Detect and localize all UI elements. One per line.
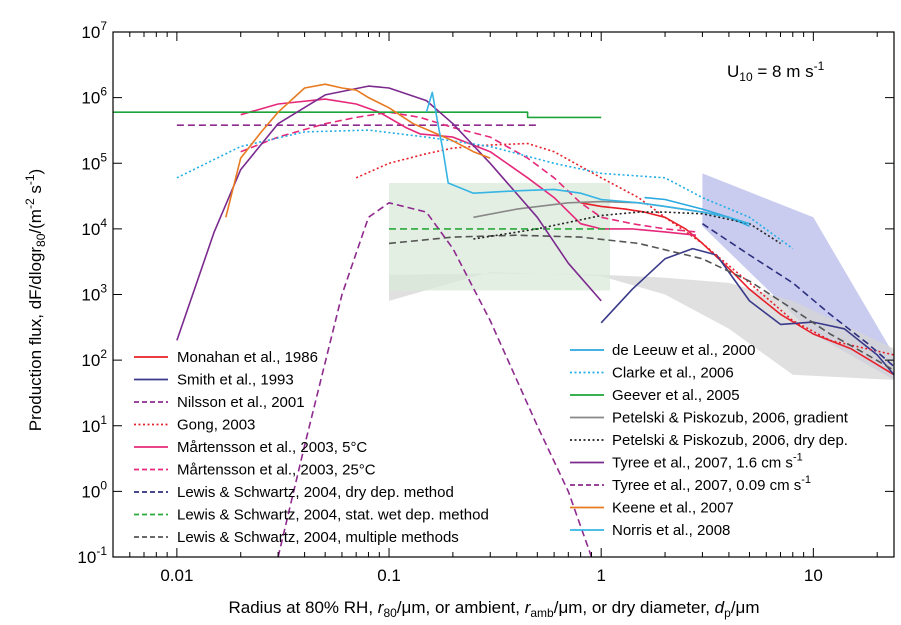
legend-label: Lewis & Schwartz, 2004, dry dep. method: [177, 484, 454, 501]
tick-labels: 0.01 0.1 1 10 10-1 100 101 102 103 104 105 106 107: [77, 19, 822, 585]
legend-item-11: Geever et al., 2005: [570, 387, 740, 404]
legend-item-9: de Leeuw et al., 2000: [570, 342, 755, 359]
legend-label: Mårtensson et al., 2003, 25°C: [177, 462, 376, 479]
legend-label: de Leeuw et al., 2000: [612, 342, 755, 359]
x-tick-label: 0.1: [377, 566, 401, 585]
legend-item-12: Petelski & Piskozub, 2006, gradient: [570, 410, 849, 427]
y-tick-label: 100: [81, 478, 107, 501]
y-tick-label: 101: [81, 413, 107, 436]
legend-label: Smith et al., 1993: [177, 372, 294, 389]
legend-item-15: Tyree et al., 2007, 0.09 cm s-1: [570, 474, 811, 494]
series-line-6: [701, 223, 894, 368]
legend-label: Nilsson et al., 2001: [177, 394, 305, 411]
legend-label: Keene et al., 2007: [612, 500, 734, 517]
axes: [112, 31, 895, 558]
legend-item-17: Norris et al., 2008: [570, 522, 730, 539]
series-line-3: [355, 142, 894, 356]
legend-item-14: Tyree et al., 2007, 1.6 cm s-1: [570, 452, 803, 472]
annotation-u10: U10 = 8 m s-1: [727, 59, 825, 84]
legend-label: Gong, 2003: [177, 417, 255, 434]
x-tick-label: 0.01: [160, 566, 193, 585]
series-line-5: [240, 111, 697, 233]
legend-label: Clarke et al., 2006: [612, 365, 734, 382]
legend-label: Geever et al., 2005: [612, 387, 740, 404]
x-tick-label: 1: [596, 566, 605, 585]
legend-item-7: Lewis & Schwartz, 2004, stat. wet dep. m…: [134, 507, 489, 524]
legend-label: Petelski & Piskozub, 2006, dry dep.: [612, 432, 848, 449]
legend-item-0: Monahan et al., 1986: [134, 349, 318, 366]
y-tick-label: 10-1: [77, 544, 107, 567]
legend-item-1: Smith et al., 1993: [134, 372, 294, 389]
series-line-1: [600, 247, 894, 376]
legend-label: Lewis & Schwartz, 2004, stat. wet dep. m…: [177, 507, 489, 524]
y-tick-label: 103: [81, 282, 107, 305]
legend-item-13: Petelski & Piskozub, 2006, dry dep.: [570, 432, 848, 449]
legend-item-4: Mårtensson et al., 2003, 5°C: [134, 439, 367, 456]
y-tick-label: 105: [81, 150, 107, 173]
legend-label: Norris et al., 2008: [612, 522, 730, 539]
legend-item-5: Mårtensson et al., 2003, 25°C: [134, 462, 376, 479]
x-axis-title: Radius at 80% RH, r80/μm, or ambient, ra…: [228, 598, 759, 620]
series-lines: [113, 83, 894, 557]
legend-label: Monahan et al., 1986: [177, 349, 318, 366]
series-line-16: [225, 83, 491, 218]
y-tick-label: 104: [81, 216, 107, 239]
legend-item-8: Lewis & Schwartz, 2004, multiple methods: [134, 529, 459, 546]
y-tick-label: 107: [81, 19, 107, 42]
band-2: [389, 183, 610, 291]
y-tick-label: 106: [81, 85, 107, 108]
y-axis-title: Production flux, dF/dlogr80/(m-2 s-1): [23, 169, 48, 431]
legend-label: Tyree et al., 2007, 0.09 cm s-1: [612, 474, 811, 494]
legend-item-2: Nilsson et al., 2001: [134, 394, 305, 411]
y-tick-label: 102: [81, 347, 107, 370]
legend-item-10: Clarke et al., 2006: [570, 365, 734, 382]
legend-label: Tyree et al., 2007, 1.6 cm s-1: [612, 452, 803, 472]
legend-label: Mårtensson et al., 2003, 5°C: [177, 439, 367, 456]
legend-item-16: Keene et al., 2007: [570, 500, 734, 517]
series-line-8: [388, 234, 894, 371]
legend-item-6: Lewis & Schwartz, 2004, dry dep. method: [134, 484, 454, 501]
legend-label: Lewis & Schwartz, 2004, multiple methods: [177, 529, 459, 546]
x-tick-label: 10: [804, 566, 823, 585]
series-line-14: [176, 85, 602, 341]
legend: Monahan et al., 1986 Smith et al., 1993 Ni…: [134, 342, 849, 546]
series-line-11: [113, 111, 602, 119]
legend-item-3: Gong, 2003: [134, 417, 255, 434]
series-line-10: [176, 129, 794, 250]
series-line-17: [425, 91, 750, 225]
legend-label: Petelski & Piskozub, 2006, gradient: [612, 410, 849, 427]
